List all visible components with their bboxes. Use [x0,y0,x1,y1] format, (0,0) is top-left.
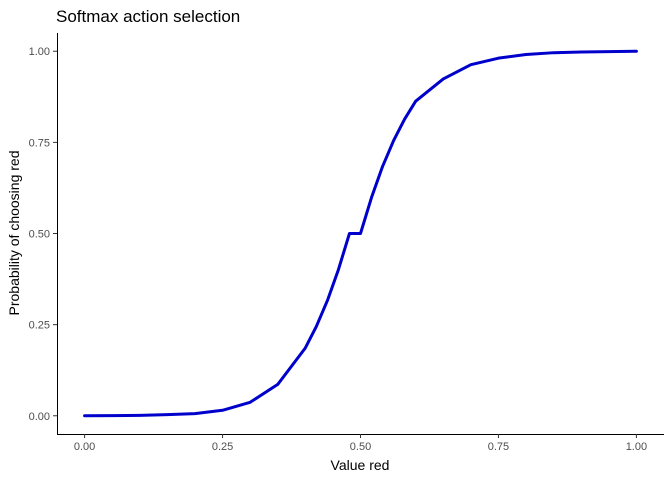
chart-title: Softmax action selection [56,7,240,26]
series-line-0 [83,49,638,418]
plot-area: 0.00 0.25 0.50 0.75 1.00 0.00 0.25 0.50 0.75 1.0… [29,33,664,453]
x-tick-label: 1.00 [626,441,647,453]
y-tick-label: 0.00 [29,411,50,423]
x-tick-label: 0.75 [488,441,509,453]
x-tick-label: 0.25 [212,441,233,453]
y-tick-label: 0.25 [29,320,50,332]
x-tick-label: 0.00 [74,441,95,453]
y-tick-label: 0.50 [29,229,50,241]
x-axis-title: Value red [331,457,390,473]
series-layer [83,49,638,418]
x-axis-ticks: 0.00 0.25 0.50 0.75 1.00 [74,434,647,453]
x-tick-label: 0.50 [350,441,371,453]
y-tick-label: 1.00 [29,46,50,58]
y-axis-ticks: 0.00 0.25 0.50 0.75 1.00 [29,46,57,423]
y-axis-title: Probability of choosing red [6,151,22,316]
y-tick-label: 0.75 [29,137,50,149]
